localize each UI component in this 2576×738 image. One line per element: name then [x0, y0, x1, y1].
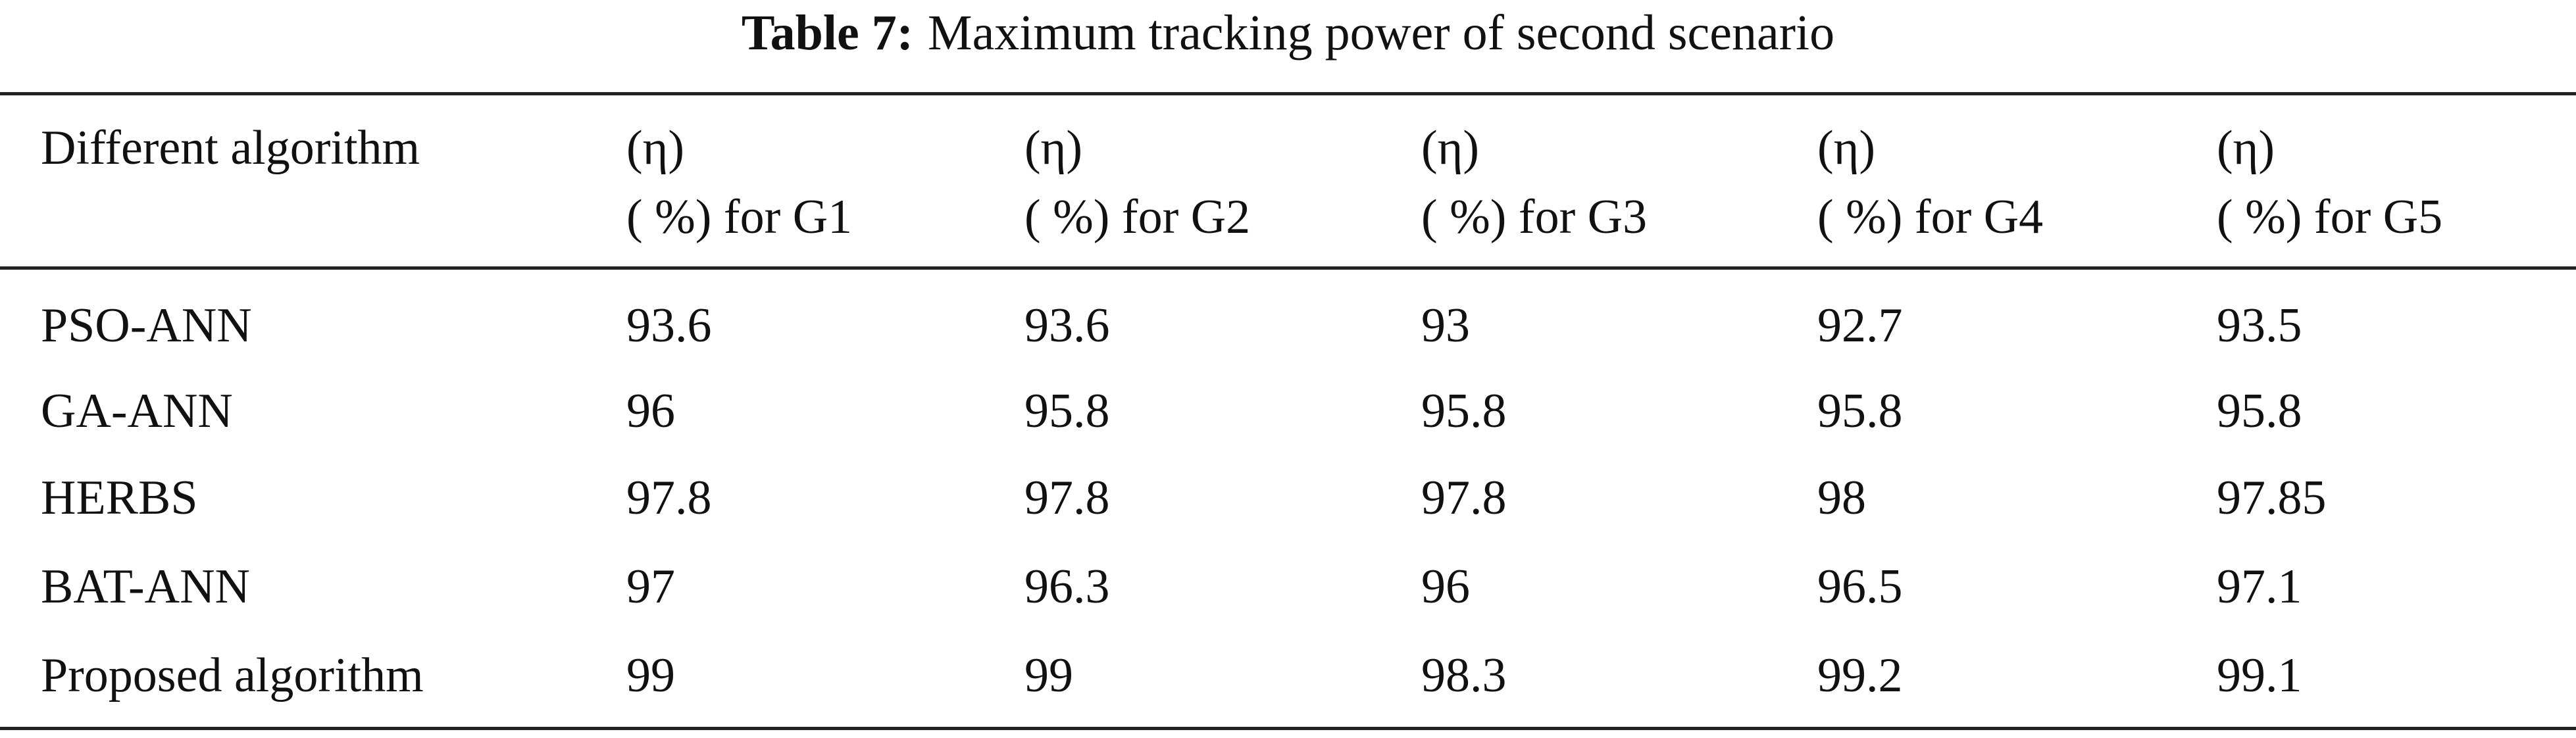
header-cell: ( %) for G1	[626, 190, 853, 244]
table-cell: 97.8	[1421, 471, 1507, 525]
caption-label: Table 7:	[741, 5, 913, 61]
table-cell: 96.3	[1024, 560, 1110, 614]
table-cell: 93.6	[1024, 299, 1110, 353]
header-cell: (η)	[1817, 121, 1875, 175]
header-cell: (η)	[626, 121, 684, 175]
row-label: GA-ANN	[41, 384, 233, 438]
table-cell: 97.85	[2217, 471, 2327, 525]
table-cell: 97.8	[626, 471, 712, 525]
table-cell: 97	[626, 560, 675, 614]
table-cell: 95.8	[1024, 384, 1110, 438]
table-cell: 95.8	[1817, 384, 1903, 438]
row-label: PSO-ANN	[41, 299, 252, 353]
header-cell: (η)	[2217, 121, 2275, 175]
header-cell: ( %) for G4	[1817, 190, 2044, 244]
table-cell: 92.7	[1817, 299, 1903, 353]
header-rule	[0, 266, 2576, 270]
table-cell: 95.8	[2217, 384, 2302, 438]
header-cell: Different algorithm	[41, 121, 420, 175]
table-cell: 96	[626, 384, 675, 438]
header-cell: ( %) for G2	[1024, 190, 1251, 244]
row-label: BAT-ANN	[41, 560, 250, 614]
row-label: HERBS	[41, 471, 198, 525]
bottom-rule	[0, 727, 2576, 730]
caption-text: Maximum tracking power of second scenari…	[928, 5, 1835, 61]
header-cell: (η)	[1421, 121, 1479, 175]
table-cell: 96	[1421, 560, 1470, 614]
table-cell: 99.1	[2217, 649, 2302, 702]
table-cell: 96.5	[1817, 560, 1903, 614]
table-cell: 99	[626, 649, 675, 702]
table-cell: 97.1	[2217, 560, 2302, 614]
table-cell: 99.2	[1817, 649, 1903, 702]
table-cell: 98.3	[1421, 649, 1507, 702]
header-cell: (η)	[1024, 121, 1082, 175]
header-cell: ( %) for G3	[1421, 190, 1648, 244]
table-cell: 93	[1421, 299, 1470, 353]
table-cell: 93.5	[2217, 299, 2302, 353]
table-cell: 97.8	[1024, 471, 1110, 525]
header-cell: ( %) for G5	[2217, 190, 2443, 244]
row-label: Proposed algorithm	[41, 649, 424, 702]
table-cell: 99	[1024, 649, 1073, 702]
table-caption: Table 7: Maximum tracking power of second…	[0, 8, 2576, 58]
table-cell: 98	[1817, 471, 1866, 525]
table-cell: 95.8	[1421, 384, 1507, 438]
top-rule	[0, 92, 2576, 95]
table-cell: 93.6	[626, 299, 712, 353]
